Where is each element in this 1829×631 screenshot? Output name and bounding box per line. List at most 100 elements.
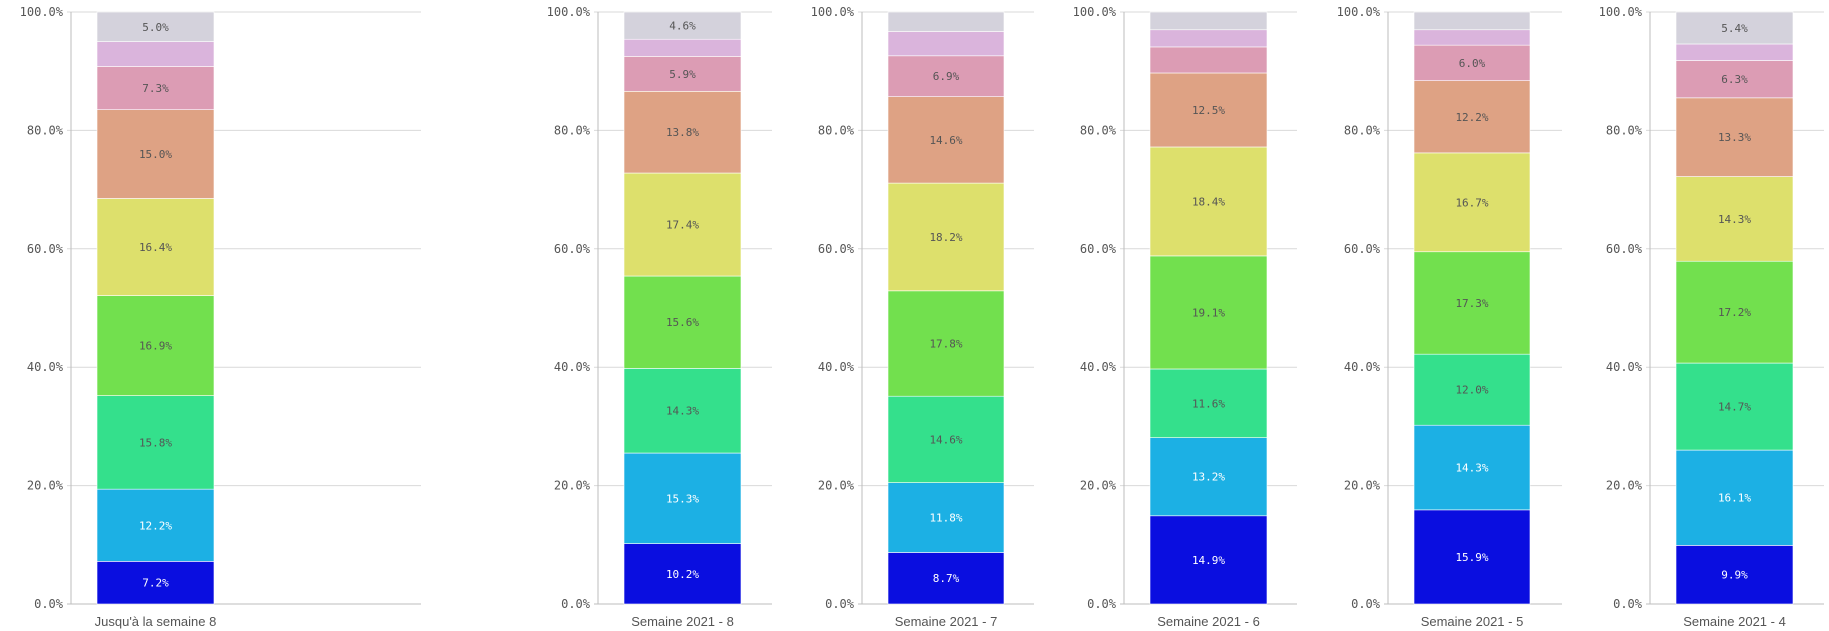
bar-segment — [1149, 11, 1268, 31]
y-tick-label: 20.0% — [1344, 479, 1381, 493]
data-label: 19.1% — [1192, 306, 1225, 319]
y-tick-label: 0.0% — [1087, 597, 1117, 611]
data-label: 6.9% — [933, 70, 960, 83]
bar-segment — [1149, 437, 1268, 517]
bar-segment — [1675, 97, 1794, 177]
bar-segment — [1149, 368, 1268, 438]
y-tick-label: 0.0% — [1613, 597, 1643, 611]
bar-segment — [887, 31, 1005, 57]
bar-segment — [1149, 46, 1268, 74]
bar-segment — [1149, 29, 1268, 48]
y-tick-label: 100.0% — [811, 5, 855, 19]
data-label: 18.2% — [929, 231, 962, 244]
data-label: 13.8% — [666, 126, 699, 139]
y-tick-label: 40.0% — [1344, 360, 1381, 374]
data-label: 6.3% — [1721, 73, 1748, 86]
y-tick-label: 0.0% — [1351, 597, 1381, 611]
bar-segment — [96, 198, 215, 296]
bar-segment — [887, 482, 1005, 553]
bar-segment — [1675, 545, 1794, 605]
chart-panel: 0.0% 20.0% 40.0% 60.0% 80.0% 100.0% 7.2% 12.2% 1… — [20, 5, 421, 629]
y-tick-label: 40.0% — [27, 360, 64, 374]
bar-segment — [1149, 515, 1268, 605]
y-tick-label: 40.0% — [1606, 360, 1643, 374]
data-label: 17.2% — [1718, 306, 1751, 319]
bar-segment — [96, 66, 215, 110]
data-label: 14.6% — [929, 134, 962, 147]
y-tick-label: 60.0% — [27, 242, 64, 256]
y-tick-label: 60.0% — [1080, 242, 1117, 256]
bar-segment — [887, 290, 1005, 397]
bar-segment — [623, 56, 742, 92]
y-tick-label: 100.0% — [1599, 5, 1643, 19]
data-label: 15.9% — [1455, 551, 1488, 564]
data-label: 7.3% — [142, 82, 169, 95]
data-label: 14.7% — [1718, 401, 1751, 414]
y-tick-label: 60.0% — [1606, 242, 1643, 256]
bar-segment — [1413, 424, 1531, 511]
data-label: 9.9% — [1721, 569, 1748, 582]
data-label: 16.7% — [1455, 196, 1488, 209]
y-tick-label: 20.0% — [818, 479, 855, 493]
bar-segment — [1149, 146, 1268, 257]
data-label: 17.8% — [929, 338, 962, 351]
data-label: 17.4% — [666, 219, 699, 232]
bar-segment — [96, 561, 215, 605]
chart-panel: 0.0% 20.0% 40.0% 60.0% 80.0% 100.0% 14.9% 13.2%… — [1073, 5, 1297, 629]
chart-panel: 0.0% 20.0% 40.0% 60.0% 80.0% 100.0% 8.7% 11.8% 1… — [811, 5, 1034, 629]
data-label: 12.2% — [139, 519, 172, 532]
bar-segment — [1413, 11, 1531, 31]
x-tick-label: Semaine 2021 - 6 — [1157, 614, 1260, 629]
y-tick-label: 60.0% — [1344, 242, 1381, 256]
y-tick-label: 20.0% — [27, 479, 64, 493]
bar-segment — [887, 552, 1005, 605]
data-label: 16.4% — [139, 241, 172, 254]
bar-segment — [1675, 11, 1794, 45]
data-label: 5.0% — [142, 21, 169, 34]
data-label: 11.8% — [929, 512, 962, 525]
data-label: 12.0% — [1455, 384, 1488, 397]
bar-segment — [96, 488, 215, 562]
y-tick-label: 0.0% — [561, 597, 591, 611]
y-tick-label: 0.0% — [34, 597, 64, 611]
data-label: 7.2% — [142, 577, 169, 590]
bar-segment — [96, 295, 215, 396]
bar-segment — [623, 38, 742, 57]
data-label: 5.4% — [1721, 22, 1748, 35]
y-tick-label: 40.0% — [818, 360, 855, 374]
y-tick-label: 0.0% — [825, 597, 855, 611]
data-label: 11.6% — [1192, 397, 1225, 410]
bar-segment — [1149, 255, 1268, 370]
data-label: 15.6% — [666, 316, 699, 329]
x-tick-label: Jusqu'à la semaine 8 — [95, 614, 217, 629]
bar-segment — [1149, 72, 1268, 148]
bar-segment — [887, 182, 1005, 292]
bar-segment — [96, 395, 215, 490]
y-tick-label: 40.0% — [1080, 360, 1117, 374]
data-label: 14.9% — [1192, 554, 1225, 567]
bar-segment — [887, 55, 1005, 97]
bar-segment — [623, 91, 742, 174]
data-label: 8.7% — [933, 572, 960, 585]
y-tick-label: 80.0% — [1080, 123, 1117, 137]
y-tick-label: 80.0% — [1606, 123, 1643, 137]
bar-segment — [1413, 29, 1531, 46]
y-tick-label: 20.0% — [554, 479, 591, 493]
y-tick-label: 100.0% — [1073, 5, 1117, 19]
bar-segment — [1413, 353, 1531, 426]
bar-segment — [623, 11, 742, 40]
bar-segment — [887, 395, 1005, 483]
chart-panel: 0.0% 20.0% 40.0% 60.0% 80.0% 100.0% 15.9% 14.3%… — [1337, 5, 1562, 629]
bar-segment — [1413, 152, 1531, 253]
data-label: 4.6% — [669, 20, 696, 33]
data-label: 14.3% — [1455, 462, 1488, 475]
data-label: 13.3% — [1718, 131, 1751, 144]
data-label: 14.3% — [666, 405, 699, 418]
x-tick-label: Semaine 2021 - 5 — [1421, 614, 1524, 629]
data-label: 6.0% — [1459, 57, 1486, 70]
bar-segment — [1675, 362, 1794, 451]
bar-segment — [623, 368, 742, 454]
bar-segment — [1675, 449, 1794, 546]
data-label: 15.3% — [666, 492, 699, 505]
